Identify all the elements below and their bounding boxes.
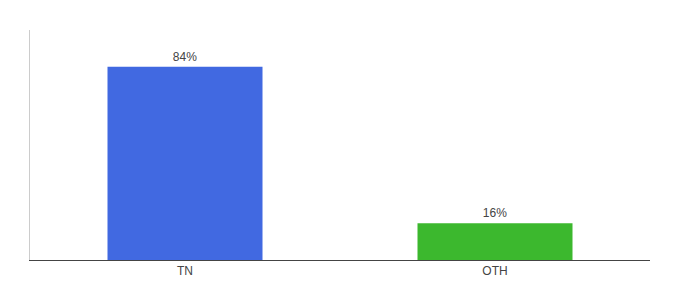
svg-text:TN: TN — [177, 264, 193, 278]
svg-text:OTH: OTH — [482, 264, 507, 278]
svg-text:84%: 84% — [173, 50, 197, 64]
svg-text:16%: 16% — [483, 206, 507, 220]
